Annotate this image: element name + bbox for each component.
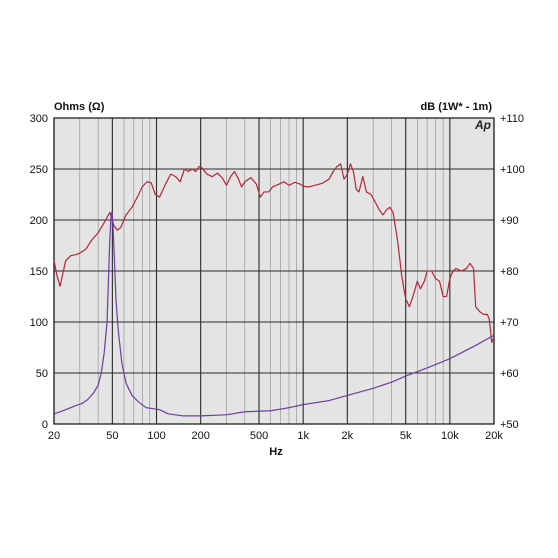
grid	[53, 117, 495, 425]
x-tick-label: 50	[106, 430, 118, 442]
left-tick-label: 0	[42, 419, 48, 431]
left-tick-label: 150	[30, 266, 48, 278]
left-tick-label: 50	[36, 368, 48, 380]
x-tick-label: 10k	[441, 430, 459, 442]
spl-response-line	[53, 163, 495, 343]
left-tick-label: 250	[30, 164, 48, 176]
right-tick-label: +70	[500, 317, 519, 329]
ap-logo: Ap	[474, 118, 491, 132]
plot-frame	[53, 117, 495, 425]
left-axis-title: Ohms (Ω)	[54, 101, 105, 113]
left-tick-label: 100	[30, 317, 48, 329]
x-tick-label: 20k	[485, 430, 503, 442]
x-tick-label: 20	[48, 430, 60, 442]
x-tick-label: 100	[147, 430, 165, 442]
right-tick-label: +100	[500, 164, 525, 176]
x-tick-label: 1k	[297, 430, 309, 442]
x-tick-label: 2k	[342, 430, 354, 442]
tick-labels: 0 50 100 150 200 250 300 +50 +60 +70 +80 +90 +100 +11…	[30, 113, 525, 442]
impedance-line	[53, 211, 495, 417]
right-tick-label: +50	[500, 419, 519, 431]
right-tick-label: +80	[500, 266, 519, 278]
series-layer	[53, 163, 495, 417]
left-tick-label: 200	[30, 215, 48, 227]
right-axis-title: dB (1W* - 1m)	[421, 101, 493, 113]
right-tick-label: +110	[500, 113, 524, 125]
x-tick-label: 500	[250, 430, 268, 442]
left-tick-label: 300	[30, 113, 48, 125]
x-tick-label: 200	[191, 430, 209, 442]
x-axis-title: Hz	[269, 446, 283, 458]
right-tick-label: +60	[500, 368, 519, 380]
x-tick-label: 5k	[400, 430, 412, 442]
right-tick-label: +90	[500, 215, 519, 227]
